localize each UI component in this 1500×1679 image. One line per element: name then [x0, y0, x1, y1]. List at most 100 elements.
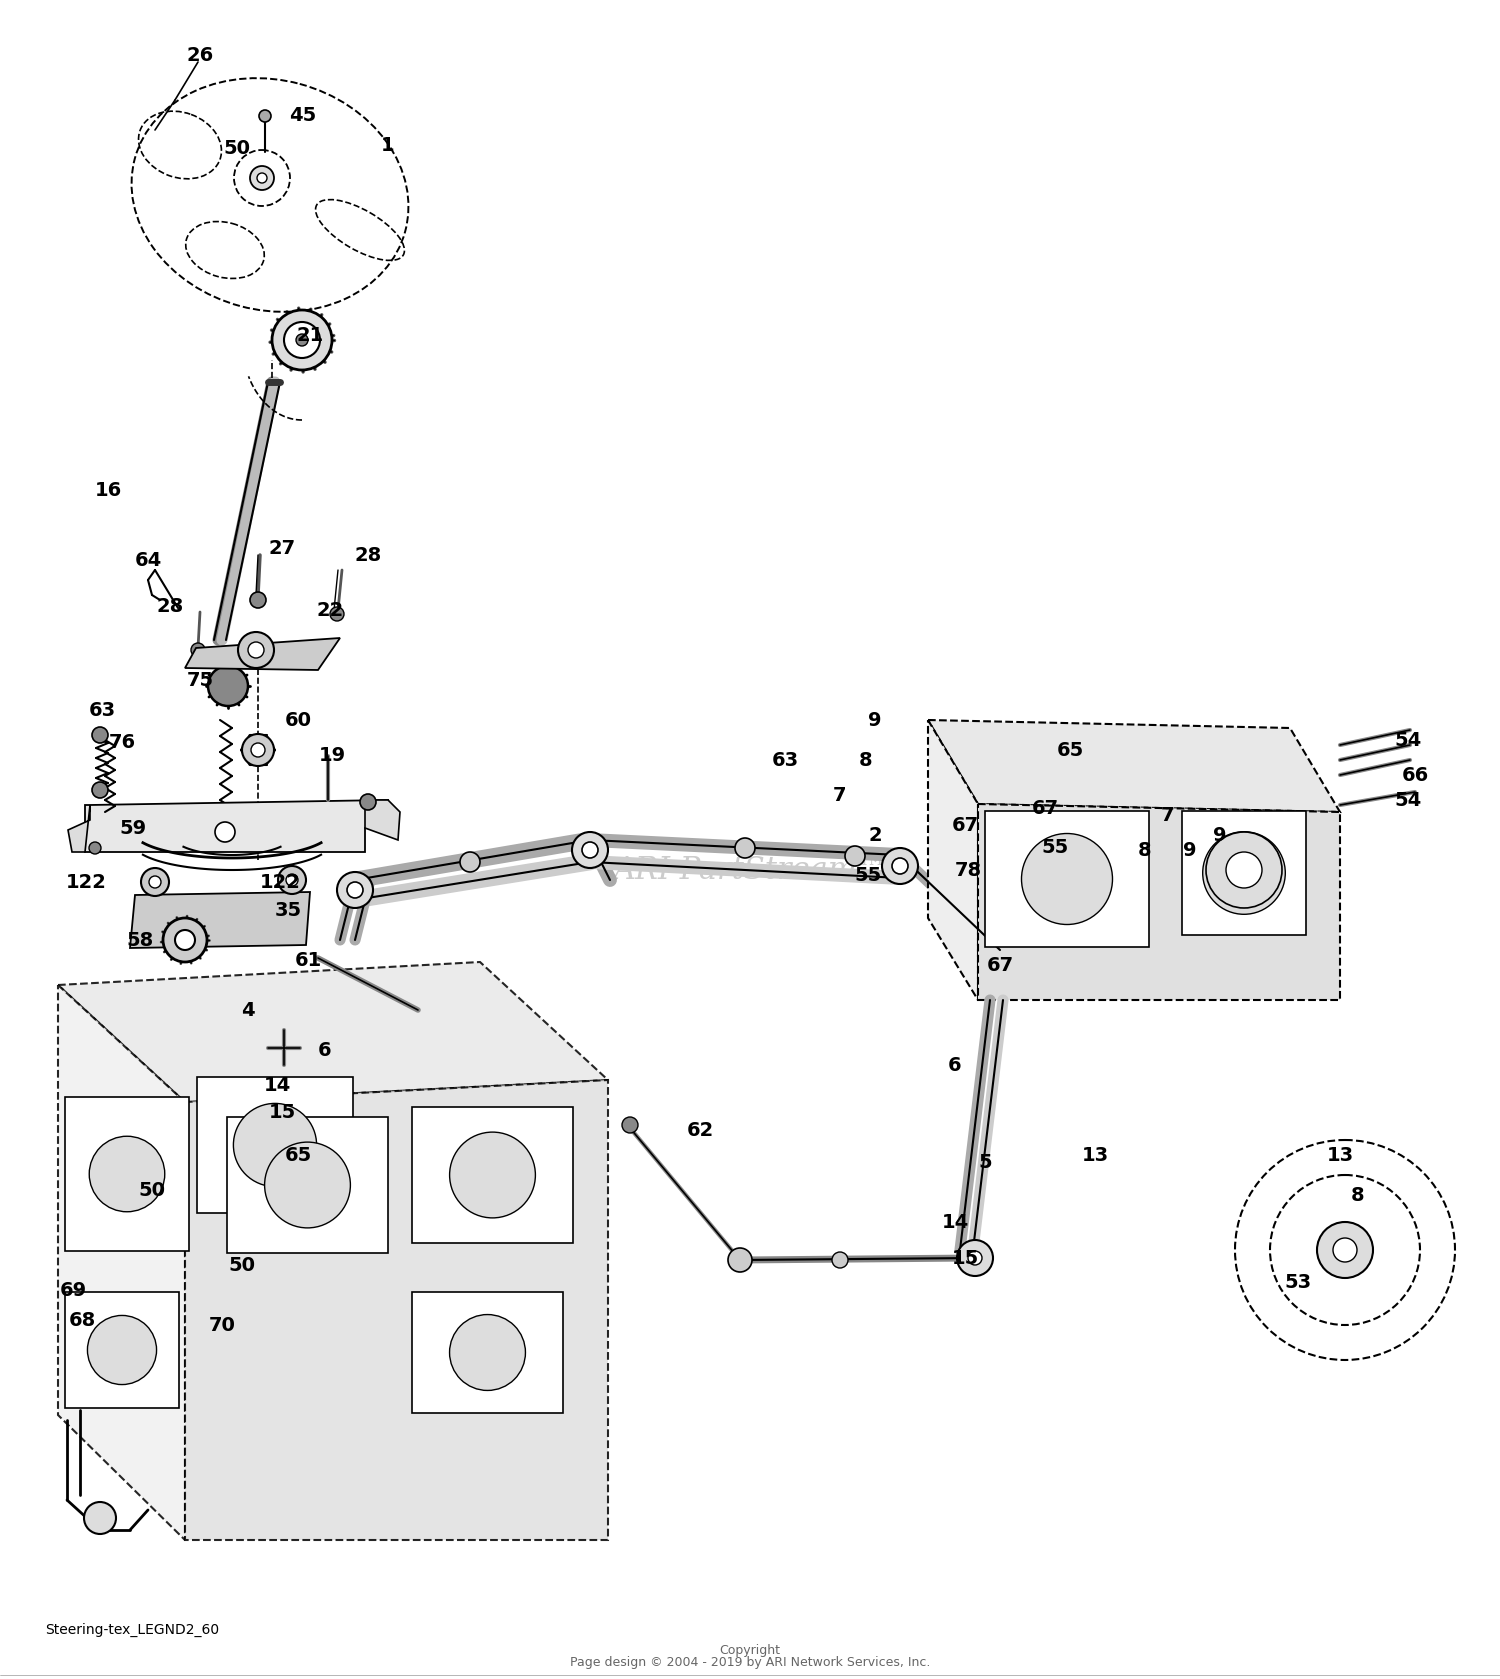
Text: 4: 4: [242, 1001, 255, 1019]
Polygon shape: [364, 799, 400, 840]
Text: 19: 19: [318, 745, 345, 764]
Text: Page design © 2004 - 2019 by ARI Network Services, Inc.: Page design © 2004 - 2019 by ARI Network…: [570, 1655, 930, 1669]
Text: 22: 22: [316, 601, 344, 620]
Text: 15: 15: [268, 1103, 296, 1122]
Circle shape: [1203, 831, 1286, 915]
Text: 65: 65: [1056, 740, 1083, 759]
Text: 13: 13: [1082, 1145, 1108, 1165]
Circle shape: [1022, 833, 1113, 925]
Circle shape: [251, 593, 266, 608]
Polygon shape: [978, 804, 1340, 1001]
Circle shape: [92, 782, 108, 798]
Text: 14: 14: [264, 1076, 291, 1095]
Text: 69: 69: [60, 1281, 87, 1300]
Circle shape: [164, 918, 207, 962]
Polygon shape: [184, 638, 340, 670]
FancyBboxPatch shape: [413, 1293, 562, 1414]
Text: 26: 26: [186, 45, 213, 64]
Circle shape: [1317, 1222, 1372, 1278]
Circle shape: [284, 322, 320, 358]
Circle shape: [728, 1247, 752, 1273]
Text: 28: 28: [354, 546, 381, 564]
Text: 6: 6: [948, 1056, 962, 1075]
Text: 50: 50: [138, 1180, 165, 1199]
Polygon shape: [130, 892, 310, 949]
Text: 8: 8: [1138, 841, 1152, 860]
FancyBboxPatch shape: [1182, 811, 1306, 935]
Text: 60: 60: [285, 710, 312, 729]
Circle shape: [844, 846, 865, 866]
Text: 66: 66: [1401, 766, 1428, 784]
Circle shape: [88, 1137, 165, 1212]
Circle shape: [190, 643, 206, 656]
Circle shape: [238, 631, 274, 668]
Circle shape: [242, 734, 274, 766]
FancyBboxPatch shape: [413, 1106, 573, 1242]
Circle shape: [1334, 1237, 1358, 1263]
Text: 70: 70: [209, 1316, 236, 1335]
Text: 2: 2: [868, 826, 882, 845]
Circle shape: [1226, 851, 1262, 888]
Circle shape: [92, 727, 108, 744]
Circle shape: [360, 794, 376, 809]
Text: 9: 9: [1214, 826, 1227, 845]
Text: 55: 55: [1041, 838, 1068, 856]
Circle shape: [833, 1253, 848, 1268]
Text: 28: 28: [156, 596, 183, 616]
Text: 1: 1: [381, 136, 394, 154]
Circle shape: [256, 173, 267, 183]
Text: 53: 53: [1284, 1273, 1311, 1291]
Text: Steering-tex_LEGND2_60: Steering-tex_LEGND2_60: [45, 1624, 219, 1637]
Text: 50: 50: [228, 1256, 255, 1274]
Text: 68: 68: [69, 1311, 96, 1330]
Text: 65: 65: [285, 1145, 312, 1165]
Text: 75: 75: [186, 670, 213, 690]
Text: 7: 7: [834, 786, 846, 804]
Text: 122: 122: [260, 873, 300, 892]
Text: 7: 7: [1161, 806, 1174, 824]
Text: 45: 45: [290, 106, 316, 124]
Polygon shape: [58, 962, 608, 1101]
Circle shape: [460, 851, 480, 871]
Circle shape: [286, 875, 298, 887]
Circle shape: [735, 838, 754, 858]
Circle shape: [209, 667, 248, 705]
Circle shape: [251, 166, 274, 190]
Text: 61: 61: [294, 950, 321, 969]
Text: 58: 58: [126, 930, 153, 950]
Text: 8: 8: [1352, 1185, 1365, 1204]
Text: 16: 16: [94, 480, 122, 499]
Text: 122: 122: [66, 873, 106, 892]
Text: 6: 6: [318, 1041, 332, 1059]
Circle shape: [264, 1142, 351, 1227]
Circle shape: [450, 1315, 525, 1390]
Text: 13: 13: [1326, 1145, 1353, 1165]
Text: 64: 64: [135, 551, 162, 569]
Text: 59: 59: [120, 818, 147, 838]
Circle shape: [957, 1241, 993, 1276]
Text: 14: 14: [942, 1212, 969, 1231]
Text: 5: 5: [978, 1152, 992, 1172]
Circle shape: [84, 1503, 116, 1535]
Circle shape: [968, 1251, 982, 1264]
Circle shape: [251, 744, 266, 757]
Circle shape: [296, 334, 307, 346]
Circle shape: [346, 881, 363, 898]
Text: 9: 9: [868, 710, 882, 729]
Polygon shape: [68, 804, 90, 851]
Circle shape: [338, 871, 374, 908]
Text: 55: 55: [855, 865, 882, 885]
Circle shape: [176, 930, 195, 950]
Text: Copyright: Copyright: [720, 1644, 780, 1657]
Circle shape: [450, 1132, 536, 1217]
Circle shape: [330, 608, 344, 621]
Polygon shape: [86, 799, 388, 851]
Text: 9: 9: [1184, 841, 1197, 860]
Polygon shape: [928, 720, 1340, 813]
Circle shape: [141, 868, 170, 897]
Circle shape: [572, 833, 608, 868]
Circle shape: [88, 841, 101, 855]
Circle shape: [582, 841, 598, 858]
Text: 27: 27: [268, 539, 296, 557]
Text: 67: 67: [987, 955, 1014, 974]
